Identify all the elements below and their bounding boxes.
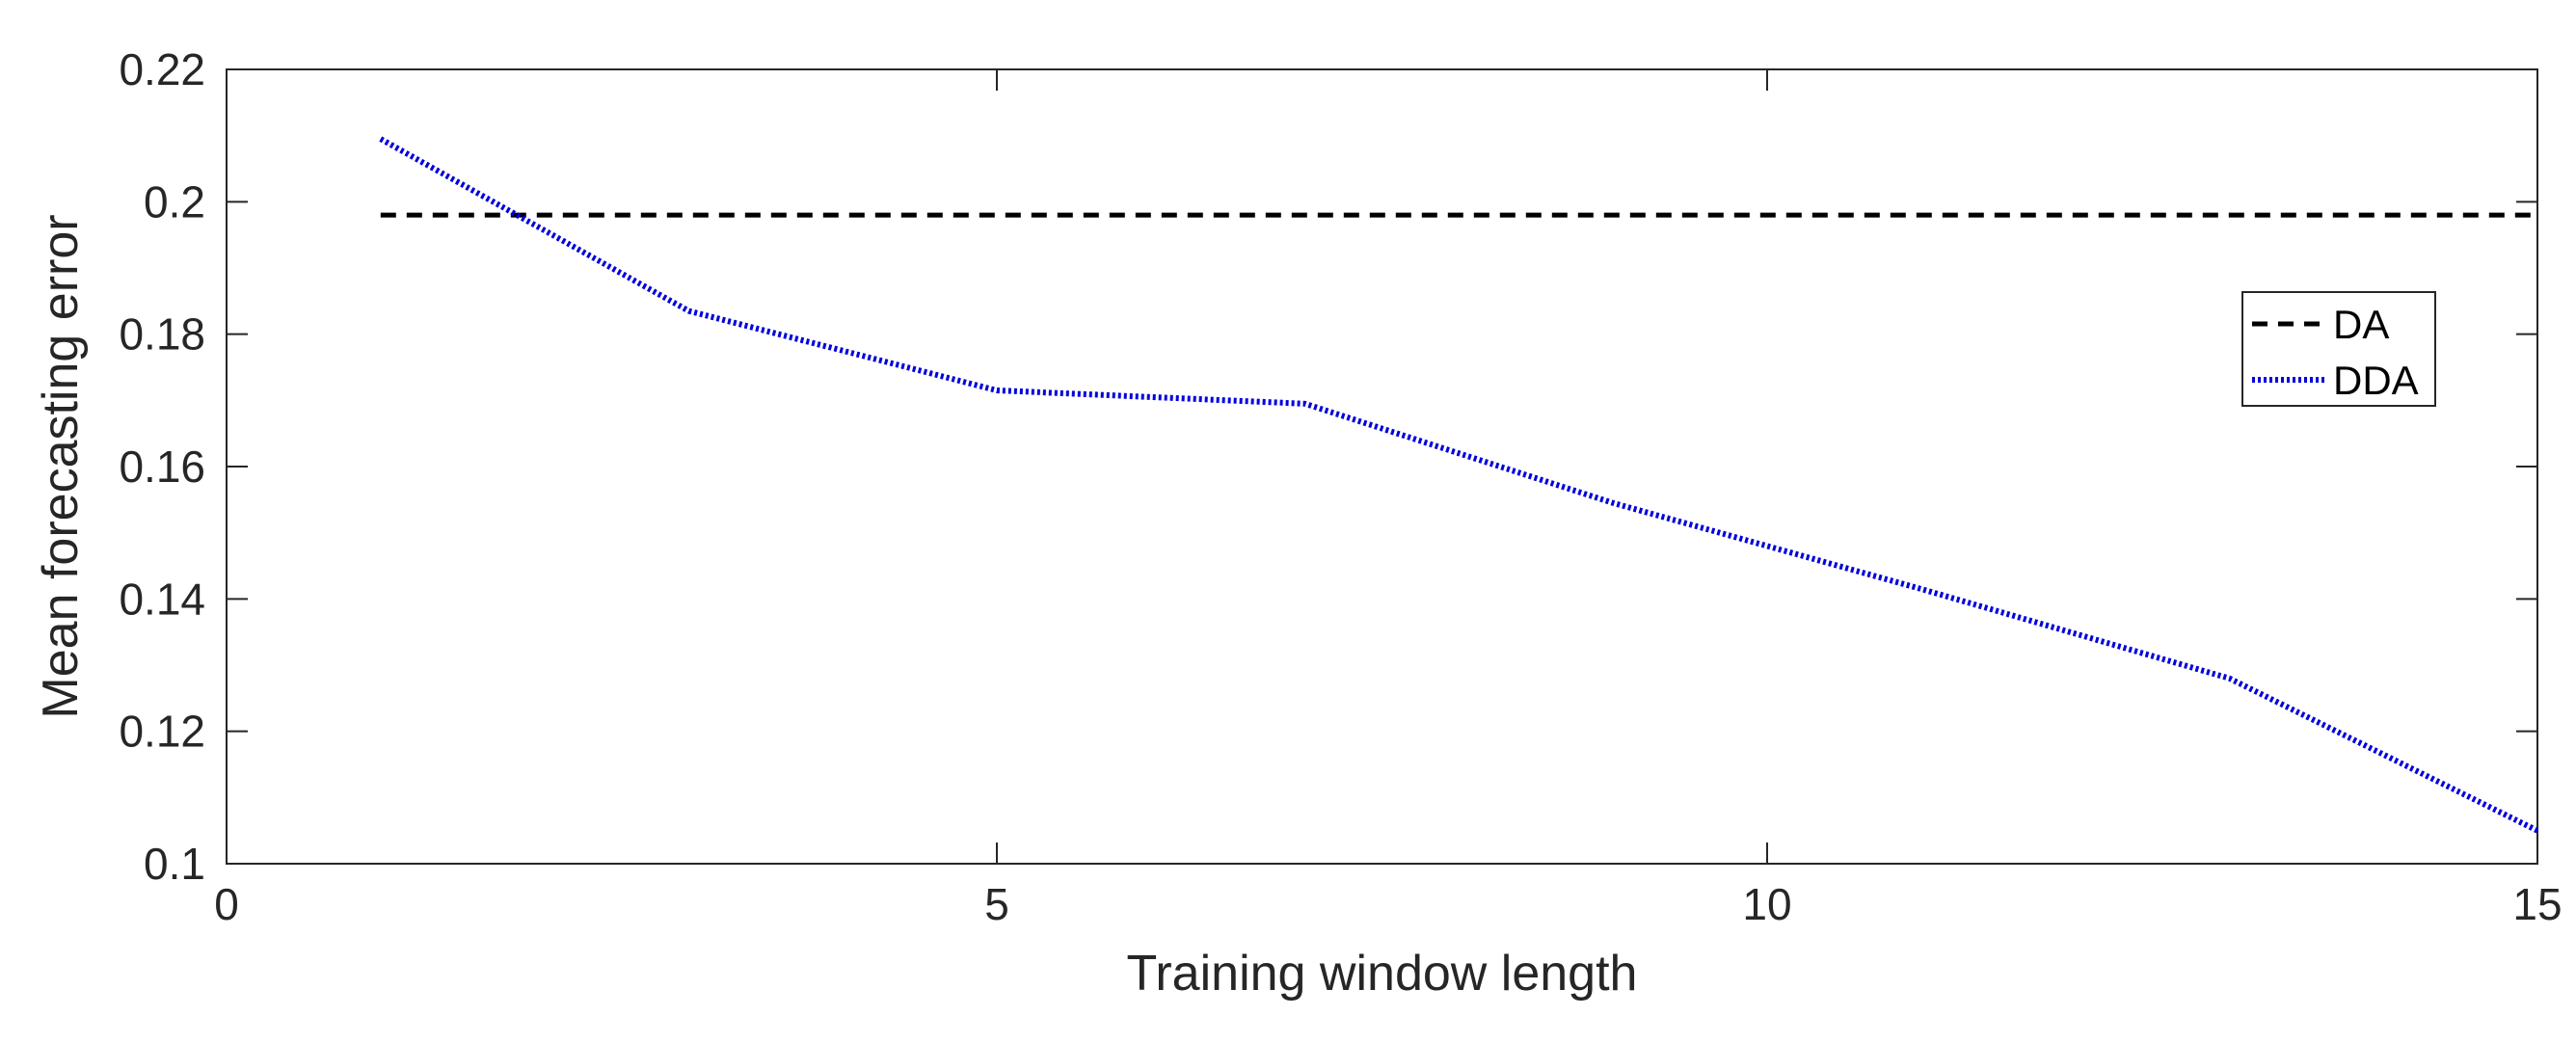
plot-frame (226, 68, 2538, 865)
tick-labels: 0 5 10 15 0.1 0.12 0.14 0.16 0.18 0.2 0.22 (119, 44, 2562, 929)
legend-label-dda: DDA (2333, 358, 2419, 403)
legend-box (2241, 291, 2436, 407)
series-line-dda (379, 136, 2539, 834)
x-tick-label: 10 (1742, 879, 1791, 929)
x-tick-label: 5 (984, 879, 1009, 929)
y-tick-label: 0.22 (119, 44, 205, 94)
y-axis-title: Mean forecasting error (33, 214, 89, 718)
legend: DA DDA (2241, 291, 2436, 407)
x-tick-label: 0 (214, 879, 239, 929)
series-layer (379, 136, 2539, 834)
x-tick-label: 15 (2512, 879, 2562, 929)
tick-layer (226, 68, 2538, 865)
legend-label-da: DA (2333, 302, 2389, 347)
y-tick-label: 0.18 (119, 309, 205, 360)
y-tick-label: 0.16 (119, 441, 205, 492)
y-tick-label: 0.1 (144, 839, 205, 889)
x-axis-title: Training window length (1127, 946, 1638, 1002)
y-tick-label: 0.2 (144, 176, 205, 227)
y-tick-label: 0.14 (119, 574, 205, 624)
y-tick-label: 0.12 (119, 707, 205, 757)
